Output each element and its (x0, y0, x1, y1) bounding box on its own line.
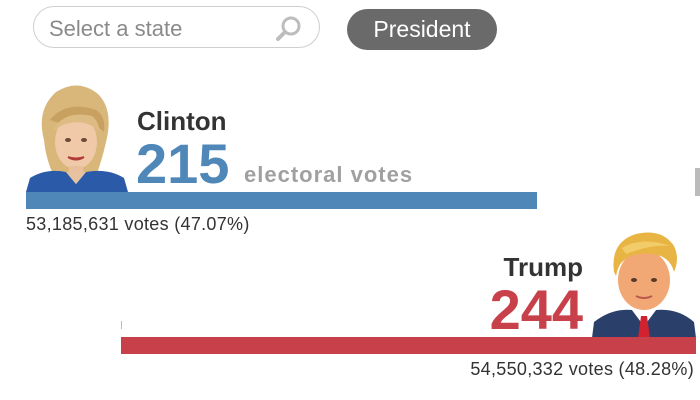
trump-name: Trump (503, 252, 583, 282)
clinton-electoral-count: 215 (136, 132, 230, 195)
clinton-electoral-bar (26, 192, 537, 209)
trump-popular-votes: 54,550,332 votes (48.28%) (470, 359, 694, 379)
clinton-avatar (26, 85, 128, 192)
state-search-input[interactable] (47, 14, 271, 44)
president-race-button[interactable]: President (347, 9, 497, 50)
clinton-name: Clinton (137, 106, 227, 136)
electoral-votes-label: electoral votes (244, 162, 414, 187)
search-icon[interactable] (275, 15, 303, 41)
bar-tick-marker (121, 321, 122, 329)
clinton-popular-votes: 53,185,631 votes (47.07%) (26, 214, 250, 234)
state-search[interactable] (33, 6, 320, 48)
trump-electoral-bar (121, 337, 696, 354)
trump-electoral-count: 244 (489, 278, 583, 341)
trump-avatar (592, 232, 696, 338)
scroll-edge-marker (695, 168, 700, 196)
